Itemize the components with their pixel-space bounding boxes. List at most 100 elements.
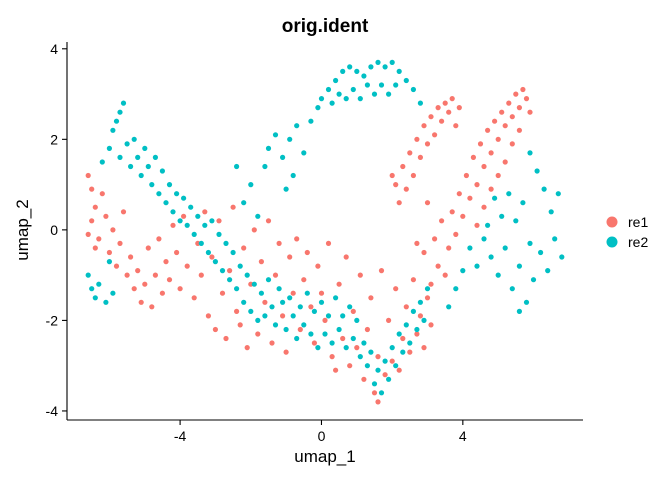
- point-re2-22: [152, 154, 158, 160]
- point-re1-150: [432, 236, 438, 242]
- point-re1-130: [485, 127, 491, 133]
- point-re1-22: [152, 272, 158, 278]
- point-re1-103: [400, 163, 406, 170]
- point-re1-116: [446, 109, 452, 115]
- point-re2-163: [559, 254, 565, 260]
- point-re1-123: [460, 213, 466, 219]
- point-re1-38: [212, 326, 218, 333]
- point-re2-20: [145, 163, 151, 170]
- point-re1-31: [184, 263, 190, 269]
- point-re1-40: [219, 290, 226, 296]
- point-re2-106: [301, 150, 307, 156]
- point-re2-31: [184, 222, 190, 228]
- point-re2-166: [527, 240, 533, 246]
- point-re2-155: [534, 168, 540, 174]
- point-re2-126: [343, 96, 349, 102]
- point-re1-152: [421, 249, 427, 256]
- point-re1-61: [294, 236, 300, 242]
- point-re2-65: [304, 290, 310, 296]
- point-re2-133: [393, 82, 399, 88]
- point-re2-140: [467, 245, 473, 251]
- point-re2-58: [280, 299, 286, 305]
- point-re1-108: [417, 154, 423, 160]
- point-re1-75: [343, 254, 349, 260]
- point-re2-26: [166, 182, 173, 188]
- point-re1-148: [481, 204, 487, 210]
- point-re2-17: [135, 154, 141, 160]
- point-re2-160: [499, 213, 505, 219]
- point-re2-95: [410, 308, 416, 314]
- point-re1-115: [442, 100, 448, 106]
- point-re2-101: [265, 145, 272, 151]
- point-re1-111: [428, 114, 434, 120]
- point-re1-101: [393, 182, 399, 188]
- point-re2-77: [347, 304, 353, 310]
- point-re2-138: [255, 213, 261, 219]
- point-re2-146: [509, 286, 515, 292]
- point-re2-2: [92, 295, 98, 301]
- point-re2-42: [223, 240, 229, 246]
- point-re1-50: [255, 331, 261, 337]
- point-re1-157: [442, 272, 448, 278]
- point-re2-131: [378, 82, 385, 88]
- point-re2-12: [120, 100, 127, 106]
- point-re1-36: [205, 313, 211, 319]
- point-re1-23: [156, 236, 162, 242]
- point-re2-78: [350, 335, 356, 342]
- point-re1-135: [502, 123, 508, 129]
- point-re2-72: [329, 340, 335, 346]
- point-re2-134: [283, 186, 289, 192]
- point-re2-66: [308, 331, 314, 337]
- point-re2-103: [280, 154, 286, 160]
- y-ticks: -4 -2 0 2 4: [46, 41, 67, 419]
- point-re1-53: [265, 218, 272, 224]
- point-re2-50: [251, 281, 257, 287]
- point-re1-106: [410, 172, 416, 179]
- point-re2-129: [364, 82, 370, 88]
- point-re2-118: [382, 64, 388, 70]
- point-re2-92: [400, 349, 406, 355]
- point-re1-67: [315, 263, 321, 269]
- point-re1-39: [216, 218, 222, 224]
- point-re1-91: [400, 335, 406, 342]
- point-re2-165: [516, 308, 523, 314]
- point-re2-86: [378, 390, 385, 396]
- y-tick-label: -2: [46, 312, 59, 328]
- point-re1-73: [336, 281, 342, 287]
- point-re1-89: [393, 286, 399, 292]
- point-re2-145: [502, 245, 508, 251]
- point-re1-41: [223, 335, 229, 342]
- point-re2-123: [417, 100, 423, 106]
- point-re2-29: [177, 218, 183, 224]
- point-re1-6: [96, 236, 102, 242]
- point-re1-43: [230, 204, 236, 210]
- point-re1-78: [354, 345, 360, 351]
- point-re2-37: [205, 249, 211, 256]
- point-re2-159: [506, 191, 512, 197]
- point-re1-71: [329, 354, 335, 360]
- point-re1-65: [308, 304, 314, 310]
- point-re1-51: [258, 259, 264, 265]
- point-re2-88: [386, 376, 392, 382]
- point-re1-84: [375, 354, 381, 360]
- point-re1-55: [272, 272, 279, 278]
- point-re2-108: [315, 105, 321, 111]
- point-re1-59: [287, 254, 293, 260]
- point-re1-57: [280, 313, 286, 319]
- point-re1-26: [166, 277, 173, 283]
- point-re2-107: [308, 118, 314, 124]
- point-re1-83: [371, 390, 378, 396]
- point-re1-113: [435, 105, 441, 111]
- point-re1-80: [361, 376, 367, 382]
- point-re1-134: [499, 109, 505, 115]
- point-re1-149: [474, 222, 480, 228]
- point-re2-62: [294, 335, 300, 342]
- point-re2-154: [541, 186, 547, 192]
- point-re1-153: [435, 263, 441, 269]
- legend-key-re2: [606, 236, 618, 248]
- point-re1-7: [99, 191, 105, 197]
- x-ticks: -4 0 4: [174, 420, 467, 444]
- point-re1-136: [506, 100, 512, 106]
- point-re1-56: [276, 240, 282, 246]
